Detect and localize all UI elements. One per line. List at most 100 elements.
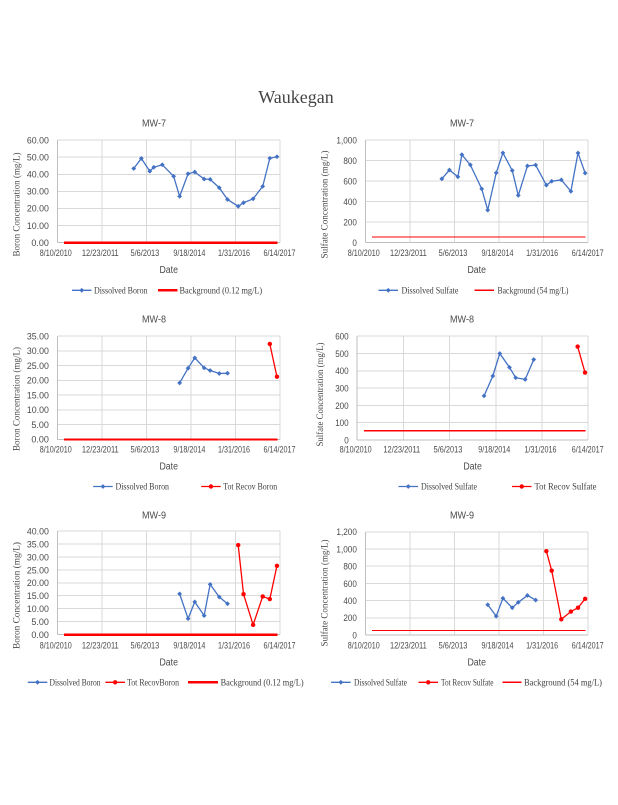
svg-text:Dissolved Sulfate: Dissolved Sulfate xyxy=(402,285,459,295)
svg-text:Background (54 mg/L): Background (54 mg/L) xyxy=(498,285,569,295)
svg-text:12/23/2011: 12/23/2011 xyxy=(390,248,427,259)
svg-text:20.00: 20.00 xyxy=(27,578,49,589)
svg-text:1/31/2016: 1/31/2016 xyxy=(525,445,557,456)
svg-text:Date: Date xyxy=(159,265,178,276)
svg-text:600: 600 xyxy=(343,176,357,187)
svg-text:10.00: 10.00 xyxy=(27,405,49,416)
svg-text:Boron Concentration (mg/L): Boron Concentration (mg/L) xyxy=(12,153,22,257)
svg-text:20.00: 20.00 xyxy=(27,204,49,215)
svg-text:Tot Recov Sulfate: Tot Recov Sulfate xyxy=(441,677,494,687)
svg-text:600: 600 xyxy=(343,579,357,590)
svg-text:200: 200 xyxy=(343,613,357,624)
svg-text:25.00: 25.00 xyxy=(27,565,49,576)
svg-text:9/18/2014: 9/18/2014 xyxy=(478,445,510,456)
svg-text:40.00: 40.00 xyxy=(27,170,49,181)
svg-text:6/14/2017: 6/14/2017 xyxy=(572,641,604,652)
svg-text:1/31/2016: 1/31/2016 xyxy=(526,641,558,652)
svg-text:MW-7: MW-7 xyxy=(450,118,474,129)
svg-text:5.00: 5.00 xyxy=(31,617,49,628)
svg-text:Dissolved Boron: Dissolved Boron xyxy=(94,285,148,295)
svg-text:12/23/2011: 12/23/2011 xyxy=(82,641,119,652)
svg-text:0: 0 xyxy=(352,238,357,249)
svg-text:8/10/2010: 8/10/2010 xyxy=(40,248,72,259)
svg-text:Date: Date xyxy=(467,658,486,669)
svg-text:6/14/2017: 6/14/2017 xyxy=(264,248,296,259)
svg-text:Boron Concentration (mg/L): Boron Concentration (mg/L) xyxy=(12,542,22,649)
svg-text:800: 800 xyxy=(343,156,357,167)
svg-text:30.00: 30.00 xyxy=(27,346,49,357)
svg-text:600: 600 xyxy=(335,332,349,343)
svg-text:Date: Date xyxy=(159,658,178,669)
svg-text:10.00: 10.00 xyxy=(27,604,49,615)
svg-text:MW-9: MW-9 xyxy=(142,510,166,521)
svg-text:Sulfate Concentration (mg/L): Sulfate Concentration (mg/L) xyxy=(315,343,325,447)
svg-text:1,000: 1,000 xyxy=(336,136,357,147)
svg-text:35.00: 35.00 xyxy=(27,540,49,551)
svg-text:9/18/2014: 9/18/2014 xyxy=(173,445,205,456)
svg-text:25.00: 25.00 xyxy=(27,361,49,372)
svg-text:Date: Date xyxy=(463,462,482,473)
svg-text:60.00: 60.00 xyxy=(27,136,49,147)
svg-text:50.00: 50.00 xyxy=(27,153,49,164)
svg-text:0.00: 0.00 xyxy=(31,435,49,446)
svg-text:MW-9: MW-9 xyxy=(450,510,474,521)
svg-text:1/31/2016: 1/31/2016 xyxy=(526,248,558,259)
svg-text:5.00: 5.00 xyxy=(31,420,49,431)
svg-text:800: 800 xyxy=(343,562,357,573)
svg-text:Date: Date xyxy=(467,265,486,276)
svg-text:30.00: 30.00 xyxy=(27,552,49,563)
svg-text:20.00: 20.00 xyxy=(27,376,49,387)
svg-text:400: 400 xyxy=(335,366,349,377)
svg-text:400: 400 xyxy=(343,596,357,607)
svg-text:Waukegan: Waukegan xyxy=(258,87,334,107)
svg-text:5/6/2013: 5/6/2013 xyxy=(439,248,468,259)
svg-text:8/10/2010: 8/10/2010 xyxy=(40,641,72,652)
svg-text:Boron Concentration (mg/L): Boron Concentration (mg/L) xyxy=(12,347,22,451)
svg-text:15.00: 15.00 xyxy=(27,591,49,602)
svg-text:300: 300 xyxy=(335,384,349,395)
svg-text:MW-8: MW-8 xyxy=(142,314,166,325)
svg-text:MW-8: MW-8 xyxy=(450,314,474,325)
svg-text:5/6/2013: 5/6/2013 xyxy=(439,641,468,652)
svg-text:Dissolved Sulfate: Dissolved Sulfate xyxy=(354,677,407,687)
svg-text:Background (0.12 mg/L): Background (0.12 mg/L) xyxy=(221,677,304,687)
svg-text:40.00: 40.00 xyxy=(27,527,49,538)
svg-text:Tot Recov Boron: Tot Recov Boron xyxy=(223,482,277,492)
svg-text:10.00: 10.00 xyxy=(27,221,49,232)
svg-text:0: 0 xyxy=(344,435,349,446)
svg-text:6/14/2017: 6/14/2017 xyxy=(572,445,604,456)
svg-text:8/10/2010: 8/10/2010 xyxy=(348,248,380,259)
svg-text:12/23/2011: 12/23/2011 xyxy=(383,445,420,456)
svg-text:6/14/2017: 6/14/2017 xyxy=(572,248,604,259)
svg-text:400: 400 xyxy=(343,197,357,208)
svg-text:9/18/2014: 9/18/2014 xyxy=(482,248,514,259)
svg-text:1/31/2016: 1/31/2016 xyxy=(218,445,250,456)
svg-text:9/18/2014: 9/18/2014 xyxy=(173,641,205,652)
svg-text:Dissolved Boron: Dissolved Boron xyxy=(116,482,170,492)
svg-text:Sulfate Concentration (mg/L): Sulfate Concentration (mg/L) xyxy=(320,151,330,259)
svg-text:Date: Date xyxy=(159,462,178,473)
svg-text:0: 0 xyxy=(352,630,357,641)
svg-text:Dissolved Boron: Dissolved Boron xyxy=(50,677,101,687)
svg-text:Tot Recov Sulfate: Tot Recov Sulfate xyxy=(535,482,597,492)
svg-text:30.00: 30.00 xyxy=(27,187,49,198)
svg-text:6/14/2017: 6/14/2017 xyxy=(264,641,296,652)
svg-text:5/6/2013: 5/6/2013 xyxy=(434,445,463,456)
svg-text:9/18/2014: 9/18/2014 xyxy=(482,641,514,652)
svg-text:15.00: 15.00 xyxy=(27,390,49,401)
svg-text:Tot RecovBoron: Tot RecovBoron xyxy=(127,677,179,687)
svg-text:200: 200 xyxy=(335,401,349,412)
svg-text:8/10/2010: 8/10/2010 xyxy=(340,445,372,456)
svg-text:1/31/2016: 1/31/2016 xyxy=(218,641,250,652)
svg-text:Background (0.12 mg/L): Background (0.12 mg/L) xyxy=(180,285,263,295)
svg-text:5/6/2013: 5/6/2013 xyxy=(131,641,160,652)
svg-text:100: 100 xyxy=(335,418,349,429)
svg-text:8/10/2010: 8/10/2010 xyxy=(40,445,72,456)
svg-text:0.00: 0.00 xyxy=(31,238,49,249)
svg-text:Sulfate Concentration (mg/L): Sulfate Concentration (mg/L) xyxy=(320,540,330,647)
svg-text:12/23/2011: 12/23/2011 xyxy=(390,641,427,652)
svg-text:6/14/2017: 6/14/2017 xyxy=(264,445,296,456)
svg-text:1,200: 1,200 xyxy=(336,527,357,538)
svg-text:5/6/2013: 5/6/2013 xyxy=(131,248,160,259)
svg-text:8/10/2010: 8/10/2010 xyxy=(348,641,380,652)
